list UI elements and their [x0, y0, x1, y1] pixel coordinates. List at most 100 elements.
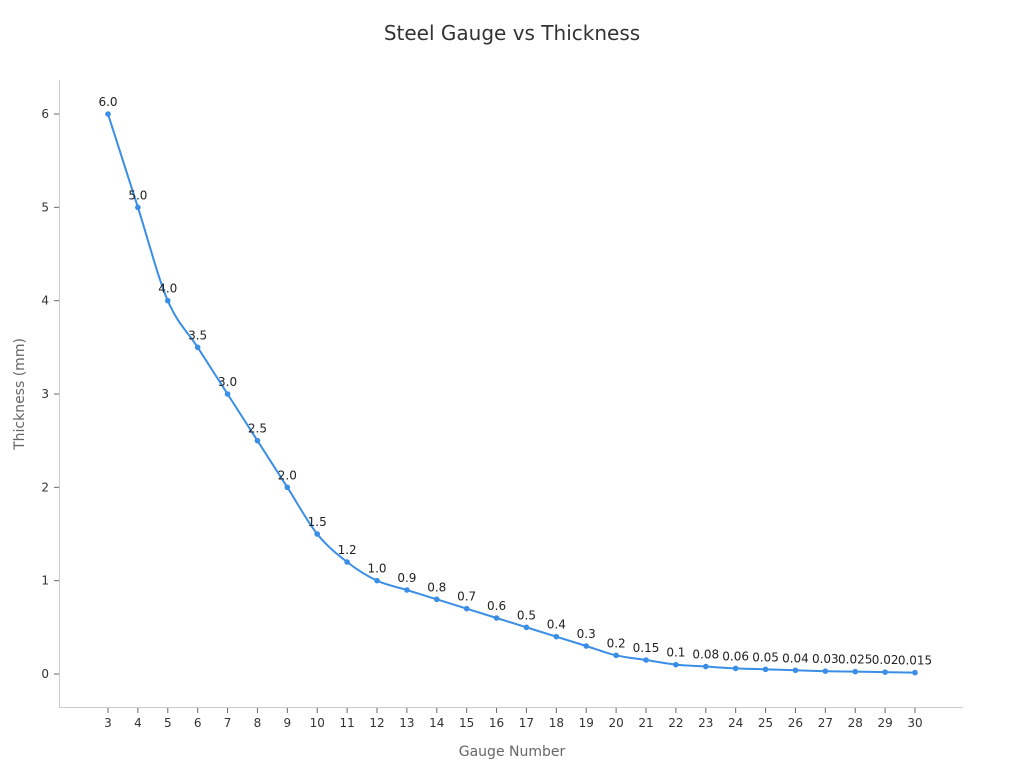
data-point: [194, 344, 201, 351]
data-label: 0.04: [782, 651, 809, 665]
data-point: [164, 297, 171, 304]
data-points: [105, 111, 918, 676]
data-point: [404, 587, 410, 593]
data-point: [852, 668, 859, 675]
data-point: [463, 605, 470, 612]
x-tick-label: 13: [399, 716, 414, 730]
x-tick-label: 21: [638, 716, 653, 730]
x-tick-label: 18: [549, 716, 564, 730]
data-label: 1.0: [367, 562, 386, 576]
data-label: 1.2: [338, 543, 357, 557]
x-tick-label: 24: [728, 716, 743, 730]
data-point: [224, 391, 231, 397]
data-point: [822, 668, 829, 674]
x-tick-label: 10: [310, 716, 325, 730]
data-label: 0.3: [577, 627, 596, 641]
x-tick-label: 14: [429, 716, 444, 730]
x-axis-ticks: 3 4 5 6 7 8 9 10 11 12 13 14 15 16 17 18 19 20 21 22 23 24 25 2…: [104, 708, 923, 730]
x-tick-label: 11: [339, 716, 354, 730]
data-label: 0.6: [487, 599, 506, 613]
x-tick-label: 7: [224, 716, 232, 730]
x-tick-label: 26: [788, 716, 803, 730]
y-tick-label: 5: [41, 200, 49, 214]
x-tick-label: 19: [579, 716, 594, 730]
x-tick-label: 12: [369, 716, 384, 730]
y-axis-ticks: 0 1 2 3 4 5 6: [41, 107, 59, 681]
y-tick-label: 0: [41, 667, 49, 681]
x-tick-label: 8: [254, 716, 262, 730]
y-tick-label: 3: [41, 387, 49, 401]
data-point: [643, 657, 649, 663]
data-point: [254, 437, 261, 444]
x-tick-label: 5: [164, 716, 172, 730]
x-tick-label: 3: [104, 716, 112, 730]
data-label: 2.5: [248, 422, 267, 436]
data-point: [135, 204, 141, 211]
y-tick-label: 4: [41, 294, 49, 308]
data-label: 0.8: [427, 580, 446, 594]
x-tick-label: 25: [758, 716, 773, 730]
data-label: 0.025: [838, 653, 872, 667]
x-tick-label: 6: [194, 716, 202, 730]
data-point: [613, 652, 619, 659]
data-label: 0.7: [457, 590, 476, 604]
data-point: [673, 661, 679, 668]
x-tick-label: 28: [848, 716, 863, 730]
y-tick-label: 2: [41, 480, 49, 494]
data-label: 5.0: [128, 188, 147, 202]
data-label: 0.15: [633, 641, 660, 655]
data-point: [702, 663, 709, 670]
y-tick-label: 6: [41, 107, 49, 121]
data-label: 3.0: [218, 375, 237, 389]
data-point: [374, 577, 380, 584]
data-label: 3.5: [188, 328, 207, 342]
data-point: [284, 484, 291, 491]
data-label: 0.9: [397, 571, 416, 585]
data-point: [912, 669, 918, 676]
data-labels: 6.0 5.0 4.0 3.5 3.0 2.5 2.0 1.5 1.2 1.0 0.9 0.8 0.7 0…: [98, 95, 932, 668]
x-tick-label: 9: [284, 716, 292, 730]
data-point: [314, 531, 321, 537]
data-point: [882, 669, 888, 675]
data-point: [553, 633, 560, 640]
data-label: 0.06: [722, 649, 749, 663]
x-tick-label: 27: [818, 716, 833, 730]
y-axis-label: Thickness (mm): [12, 338, 28, 451]
series-line: [107, 113, 916, 674]
data-label: 0.02: [872, 653, 899, 667]
data-point: [344, 559, 350, 565]
data-label: 0.08: [692, 648, 719, 662]
data-label: 0.05: [752, 650, 779, 664]
x-axis-label: Gauge Number: [459, 744, 566, 760]
data-label: 0.5: [517, 608, 536, 622]
data-label: 0.2: [607, 636, 626, 650]
x-tick-label: 15: [459, 716, 474, 730]
data-label: 1.5: [308, 515, 327, 529]
data-point: [762, 666, 769, 673]
data-label: 0.1: [666, 646, 685, 660]
data-point: [433, 596, 440, 603]
x-tick-label: 17: [519, 716, 534, 730]
axes: [59, 80, 963, 708]
chart-title: Steel Gauge vs Thickness: [384, 21, 640, 45]
data-point: [523, 624, 530, 631]
data-label: 0.03: [812, 652, 839, 666]
x-tick-label: 29: [877, 716, 892, 730]
data-point: [105, 111, 111, 117]
y-tick-label: 1: [41, 574, 49, 588]
x-tick-label: 22: [668, 716, 683, 730]
x-tick-label: 16: [489, 716, 504, 730]
data-label: 6.0: [98, 95, 117, 109]
x-tick-label: 30: [907, 716, 922, 730]
data-point: [732, 665, 739, 672]
x-tick-label: 4: [134, 716, 142, 730]
x-tick-label: 23: [698, 716, 713, 730]
data-label: 4.0: [158, 282, 177, 296]
data-point: [792, 667, 799, 674]
data-label: 0.015: [898, 654, 932, 668]
data-label: 2.0: [278, 468, 297, 482]
x-tick-label: 20: [608, 716, 623, 730]
data-point: [493, 615, 500, 621]
data-point: [583, 643, 590, 649]
